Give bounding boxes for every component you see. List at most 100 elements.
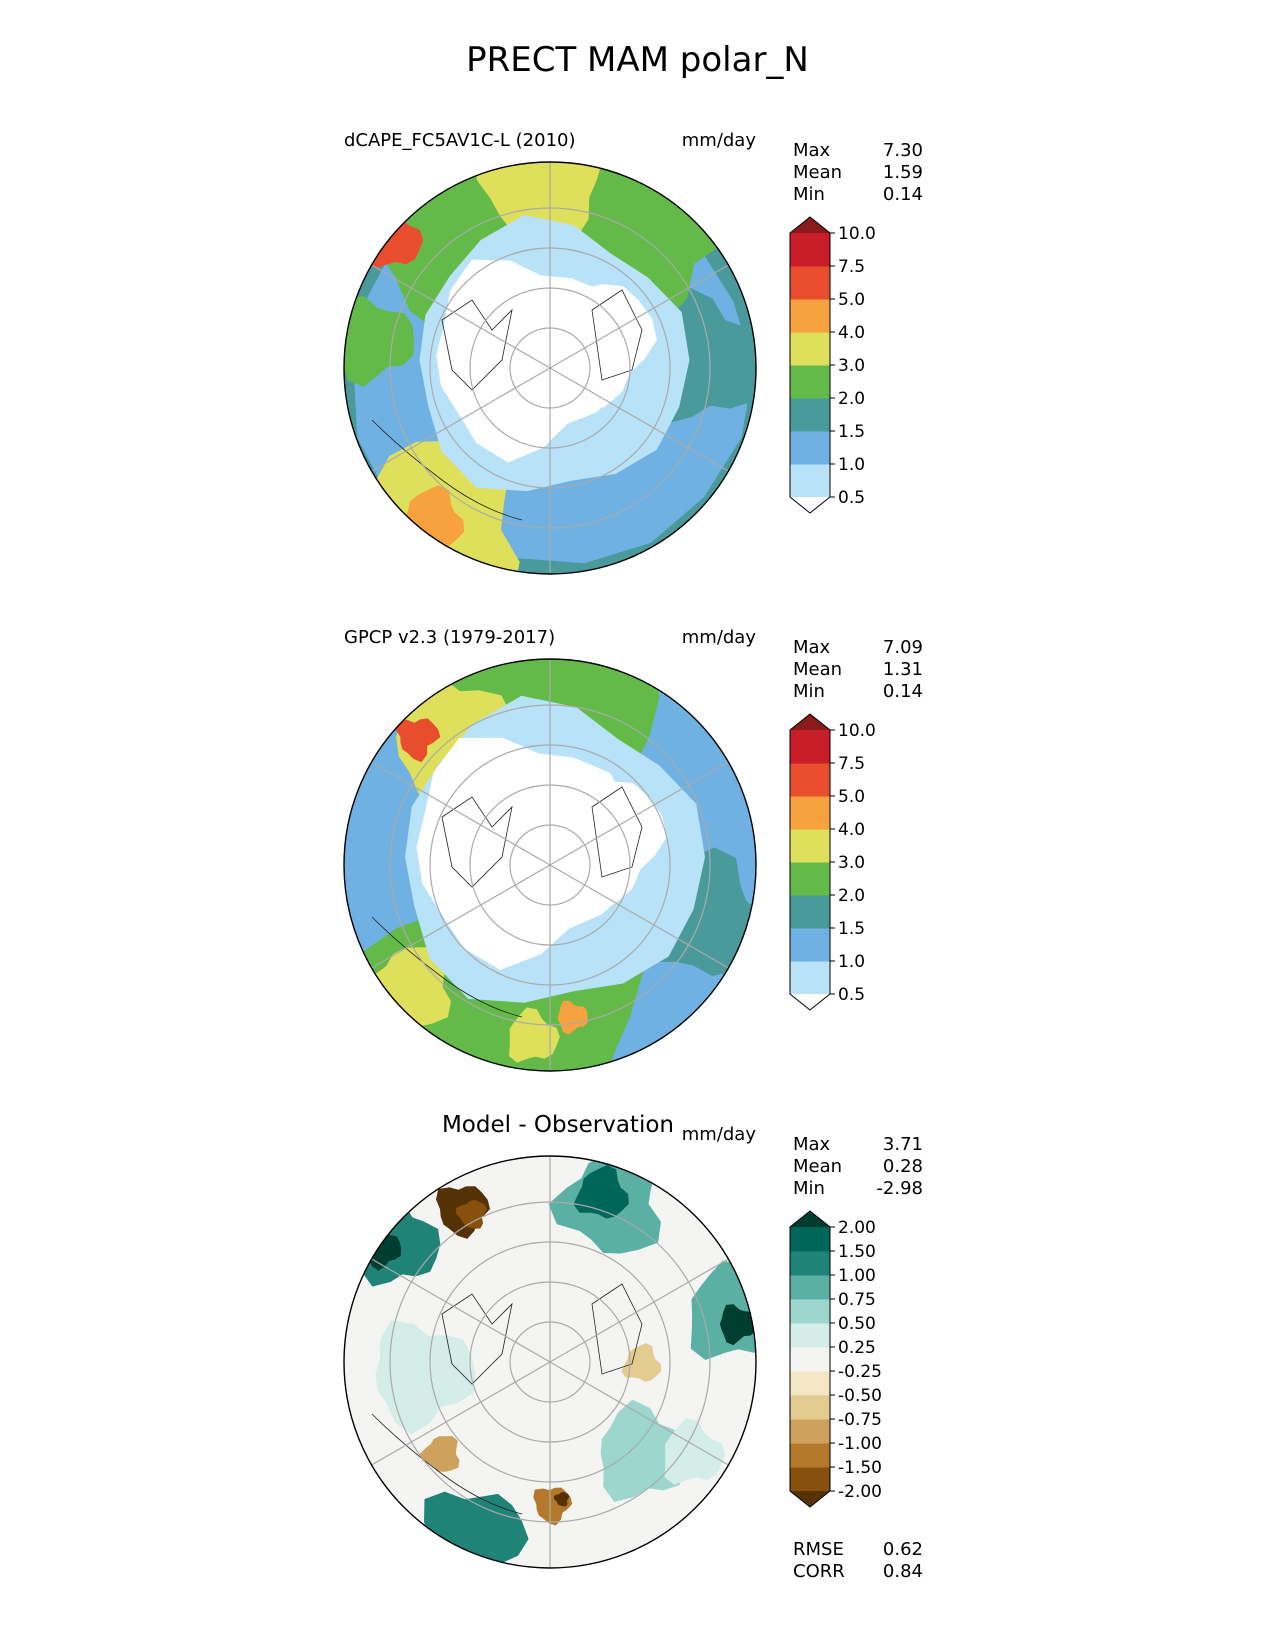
max-value: 3.71 [882, 1134, 923, 1155]
meridian-line [549, 1361, 729, 1466]
rmse-value: 0.62 [882, 1539, 923, 1560]
colorbar-segment [790, 332, 830, 366]
mean-value: 1.31 [882, 659, 923, 680]
field-patch [573, 1165, 629, 1219]
field-patch [557, 1000, 588, 1035]
panel-difference: Model - Observation mm/day Max 3.71 Mean 0… [0, 1112, 1275, 1614]
polar-map [343, 1155, 757, 1569]
stats-box: Max 3.71 Mean 0.28 Min -2.98 [793, 1134, 923, 1200]
colorbar-extend-bottom [790, 994, 830, 1010]
coastline [441, 1293, 513, 1385]
mean-label: Mean [793, 162, 843, 183]
mean-value: 1.59 [882, 162, 923, 183]
colorbar-tick-label: -1.00 [838, 1434, 882, 1454]
max-label: Max [793, 140, 831, 161]
field-layer [344, 1156, 756, 1568]
panel-left-title: GPCP v2.3 (1979-2017) [344, 627, 556, 648]
min-label: Min [793, 1178, 825, 1199]
field-patch [509, 1007, 560, 1063]
field-patch [396, 672, 517, 810]
colorbar-tick-label: -0.25 [838, 1362, 882, 1382]
colorbar: -2.00 -1.50 -1.00 -0.75 -0.50 -0.25 0.25 0.50 0.… [789, 1210, 882, 1508]
field-patch [455, 1199, 487, 1229]
panel-units: mm/day [681, 1124, 756, 1145]
stats-box: Max 7.09 Mean 1.31 Min 0.14 [793, 637, 923, 703]
colorbar-extend-bottom [790, 497, 830, 513]
colorbar-segment [790, 730, 830, 764]
colorbar-segment [790, 266, 830, 300]
field-patch [553, 1491, 570, 1507]
field-patch [541, 781, 667, 905]
meridian-line [371, 1258, 551, 1363]
colorbar-segment [790, 763, 830, 797]
field-patch [531, 284, 657, 408]
meridian-line [549, 864, 729, 969]
field-patch [344, 296, 414, 387]
colorbar-segment [790, 928, 830, 962]
colorbar-tick-label: 5.0 [838, 290, 865, 310]
field-patch [375, 1320, 476, 1435]
colorbar-tick-label: -0.75 [838, 1410, 882, 1430]
colorbar-tick-label: 7.5 [838, 257, 865, 277]
polar-map [343, 658, 757, 1072]
colorbar-tick-label: 2.00 [838, 1218, 876, 1238]
colorbar-tick-label: 0.5 [838, 488, 865, 508]
min-value: 0.14 [882, 184, 923, 205]
colorbar: 0.5 1.0 1.5 2.0 3.0 4.0 5.0 7.5 10.0 [789, 713, 876, 1011]
mean-label: Mean [793, 659, 843, 680]
meridian-line [371, 1361, 551, 1466]
colorbar-extend-top [790, 1211, 830, 1227]
colorbar-tick-label: 1.0 [838, 952, 865, 972]
max-value: 7.30 [882, 140, 923, 161]
field-patch [395, 718, 441, 763]
panel-center-title: Model - Observation [441, 1112, 674, 1138]
coastline [441, 796, 513, 888]
colorbar-tick-label: 0.50 [838, 1314, 876, 1334]
min-label: Min [793, 681, 825, 702]
colorbar-tick-label: 3.0 [838, 356, 865, 376]
colorbar-segment [790, 1395, 830, 1420]
colorbar-segment [790, 1347, 830, 1372]
metrics-box: RMSE 0.62 CORR 0.84 [793, 1539, 923, 1583]
colorbar-segment [790, 233, 830, 267]
corr-value: 0.84 [882, 1561, 923, 1582]
meridian-line [549, 367, 729, 472]
map-border [343, 658, 757, 1072]
colorbar-segment [790, 431, 830, 465]
colorbar-segment [790, 829, 830, 863]
colorbar-tick-label: 2.0 [838, 389, 865, 409]
colorbar-tick-label: 2.0 [838, 886, 865, 906]
meridian-line [371, 761, 551, 866]
panel-test: dCAPE_FC5AV1C-L (2010) mm/day Max 7.30 Me… [0, 130, 1275, 620]
min-label: Min [793, 184, 825, 205]
colorbar-tick-label: 0.75 [838, 1290, 876, 1310]
colorbar-tick-label: 10.0 [838, 224, 876, 244]
colorbar-segment [790, 398, 830, 432]
colorbar-tick-label: 0.5 [838, 985, 865, 1005]
meridian-line [371, 864, 551, 969]
max-value: 7.09 [882, 637, 923, 658]
max-label: Max [793, 1134, 831, 1155]
colorbar-tick-label: 5.0 [838, 787, 865, 807]
map-border [343, 161, 757, 575]
colorbar-segment [790, 1227, 830, 1252]
polar-map [343, 161, 757, 575]
field-layer [344, 659, 756, 1071]
colorbar-segment [790, 1251, 830, 1276]
colorbar: 0.5 1.0 1.5 2.0 3.0 4.0 5.0 7.5 10.0 [789, 216, 876, 514]
colorbar-segment [790, 1323, 830, 1348]
stats-box: Max 7.30 Mean 1.59 Min 0.14 [793, 140, 923, 206]
colorbar-segment [790, 365, 830, 399]
colorbar-segment [790, 796, 830, 830]
colorbar-segment [790, 1275, 830, 1300]
colorbar-tick-label: -0.50 [838, 1386, 882, 1406]
panel-reference: GPCP v2.3 (1979-2017) mm/day Max 7.09 Mea… [0, 627, 1275, 1117]
max-label: Max [793, 637, 831, 658]
panel-units: mm/day [681, 627, 756, 648]
colorbar-tick-label: 0.25 [838, 1338, 876, 1358]
map-border [343, 1155, 757, 1569]
coastline [591, 289, 643, 381]
colorbar-tick-label: 4.0 [838, 323, 865, 343]
colorbar-tick-label: 3.0 [838, 853, 865, 873]
colorbar-tick-label: 7.5 [838, 754, 865, 774]
